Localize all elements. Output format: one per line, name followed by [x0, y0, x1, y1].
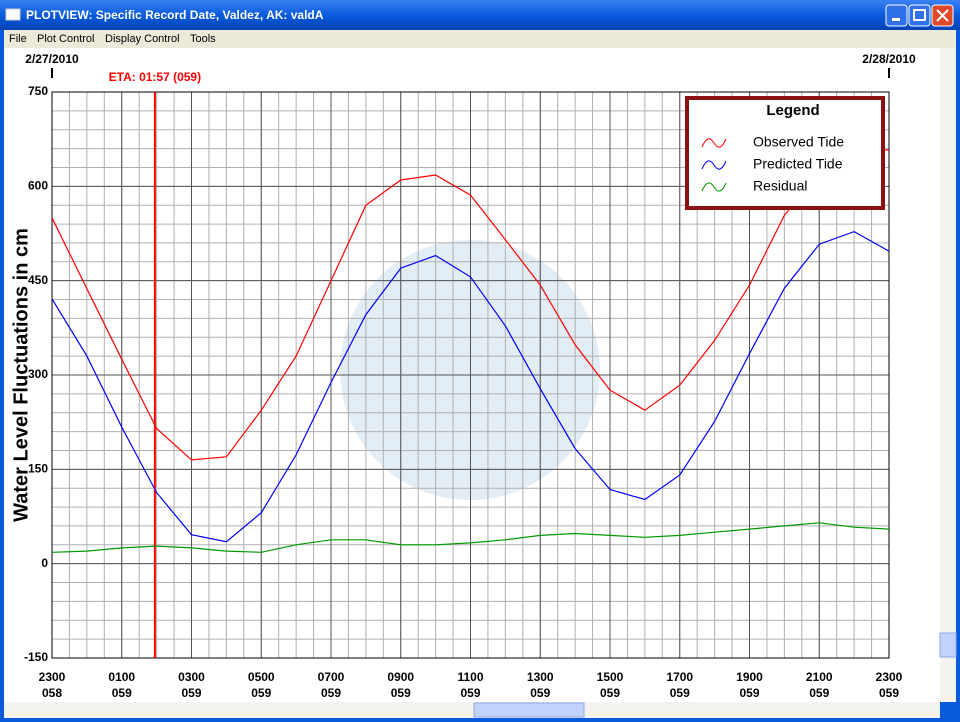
legend-label: Residual [753, 178, 807, 194]
vertical-scrollbar[interactable] [940, 48, 956, 702]
horizontal-scroll-thumb[interactable] [473, 702, 585, 718]
title-bar [0, 0, 960, 30]
y-tick-label: 750 [28, 84, 48, 98]
legend-symbol [701, 182, 727, 192]
app-icon [5, 8, 21, 21]
horizontal-scrollbar[interactable] [4, 702, 940, 718]
x-tick-label: 0300 059 [178, 670, 205, 700]
x-tick-label: 1100 059 [457, 670, 483, 700]
date-label: 2/27/2010 [25, 52, 79, 66]
y-tick-label: -150 [24, 650, 48, 664]
y-tick-label: 600 [28, 179, 48, 193]
menu-bar [4, 30, 956, 48]
y-tick-label: 150 [28, 462, 48, 476]
x-tick-label: 1900 059 [736, 670, 763, 700]
x-tick-label: 2100 059 [806, 670, 833, 700]
date-label: 2/28/2010 [862, 52, 916, 66]
x-tick-label: 2300 059 [876, 670, 903, 700]
legend-label: Observed Tide [753, 134, 844, 150]
maximize-icon [913, 9, 926, 21]
menu-item[interactable]: Plot Control [37, 33, 94, 45]
series-line [51, 149, 890, 461]
legend-box [685, 96, 885, 210]
x-tick-label: 0700 059 [318, 670, 345, 700]
window-title: PLOTVIEW: Specific Record Date, Valdez, … [26, 8, 324, 22]
x-tick-label: 1300 059 [527, 670, 554, 700]
minimize-button[interactable] [885, 4, 908, 27]
plot-area: -150 0 150 300 450 600 750 2300 058 0100 059 0300 05… [24, 52, 916, 700]
menu-item[interactable]: Display Control [105, 33, 180, 45]
maximize-button[interactable] [908, 4, 931, 27]
series-line [51, 522, 890, 553]
x-tick-label: 2300 058 [39, 670, 66, 700]
minimize-icon [892, 18, 900, 21]
x-tick-label: 0100 059 [108, 670, 135, 700]
y-axis-label: Water Level Fluctuations in cm [10, 228, 32, 522]
plot-border [51, 91, 890, 659]
y-tick-label: 300 [28, 367, 48, 381]
x-tick-label: 0500 059 [248, 670, 275, 700]
y-tick-label: 450 [28, 273, 48, 287]
series-line [51, 230, 890, 543]
legend-title: Legend [766, 102, 819, 119]
legend-label: Predicted Tide [753, 156, 843, 172]
menu-item[interactable]: Tools [190, 33, 216, 45]
x-tick-label: 1500 059 [597, 670, 624, 700]
vertical-scroll-thumb[interactable] [939, 632, 957, 658]
legend-symbol [701, 160, 727, 170]
y-tick-label: 0 [41, 556, 48, 570]
x-tick-label: 1700 059 [666, 670, 693, 700]
close-icon [936, 9, 949, 22]
legend: Legend Observed Tide Predicted Tide Residu… [685, 96, 885, 210]
legend-symbol [701, 138, 727, 148]
x-tick-label: 0900 059 [387, 670, 414, 700]
menu-item[interactable]: File [9, 33, 27, 45]
eta-label: ETA: 01:57 (059) [109, 70, 201, 84]
